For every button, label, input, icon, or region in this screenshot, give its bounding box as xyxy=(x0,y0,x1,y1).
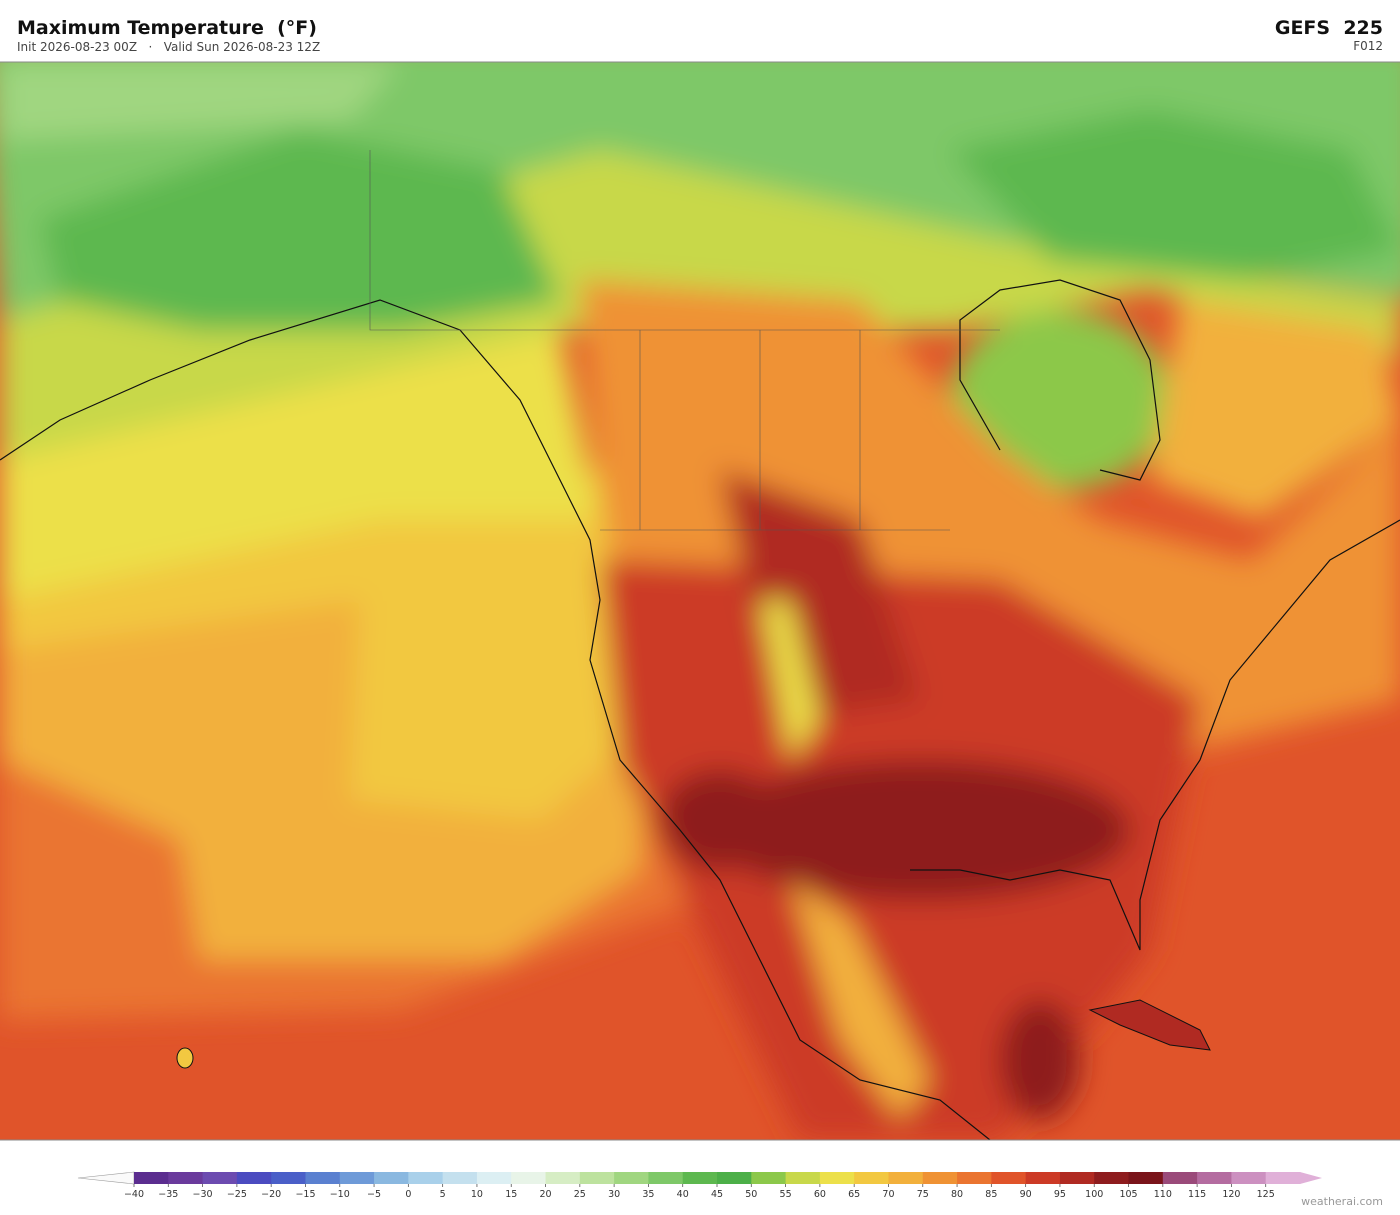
colorbar-bin xyxy=(682,1172,718,1184)
colorbar-bin xyxy=(957,1172,992,1184)
colorbar-bin xyxy=(134,1172,169,1184)
colorbar-extend-high xyxy=(1300,1172,1322,1184)
colorbar-bin xyxy=(511,1172,547,1184)
colorbar-bin xyxy=(1128,1172,1164,1184)
colorbar-bin xyxy=(1025,1172,1061,1184)
colorbar-bin xyxy=(339,1172,375,1184)
colorbar-bin xyxy=(1094,1172,1130,1184)
colorbar-tick-label: 50 xyxy=(745,1189,757,1200)
colorbar-bin xyxy=(442,1172,478,1184)
colorbar-tick-label: 40 xyxy=(677,1189,689,1200)
forecast-hour: F012 xyxy=(1353,39,1383,53)
colorbar-tick-label: 110 xyxy=(1154,1189,1172,1200)
colorbar-bin xyxy=(408,1172,444,1184)
colorbar-tick-label: 5 xyxy=(440,1189,446,1200)
colorbar-tick-label: −5 xyxy=(367,1189,381,1200)
colorbar-bin xyxy=(614,1172,649,1184)
colorbar-bin xyxy=(545,1172,581,1184)
colorbar-bin xyxy=(785,1172,821,1184)
colorbar-tick-label: 115 xyxy=(1188,1189,1206,1200)
colorbar-bin xyxy=(374,1172,409,1184)
colorbar-bin xyxy=(305,1172,341,1184)
colorbar-tick-label: 10 xyxy=(471,1189,483,1200)
colorbar-bin xyxy=(476,1172,512,1184)
colorbar-tick-label: 25 xyxy=(574,1189,586,1200)
colorbar-tick-label: −10 xyxy=(330,1189,350,1200)
colorbar-tick-label: −25 xyxy=(227,1189,247,1200)
colorbar-bin xyxy=(1265,1172,1301,1184)
colorbar-tick-label: 20 xyxy=(539,1189,551,1200)
colorbar-tick-label: 70 xyxy=(882,1189,894,1200)
colorbar-bin xyxy=(648,1172,684,1184)
colorbar-bin xyxy=(271,1172,306,1184)
colorbar-bin xyxy=(1162,1172,1198,1184)
colorbar-bin xyxy=(236,1172,272,1184)
colorbar-tick-label: 55 xyxy=(780,1189,792,1200)
colorbar-tick-label: 0 xyxy=(405,1189,411,1200)
colorbar-tick-label: 15 xyxy=(505,1189,517,1200)
colorbar-bin xyxy=(922,1172,958,1184)
colorbar-tick-label: 75 xyxy=(917,1189,929,1200)
colorbar-tick-label: 125 xyxy=(1257,1189,1275,1200)
colorbar-tick-label: −35 xyxy=(158,1189,178,1200)
colorbar-bin xyxy=(1059,1172,1095,1184)
colorbar-bin xyxy=(579,1172,615,1184)
colorbar-tick-label: 35 xyxy=(642,1189,654,1200)
colorbar-tick-label: 80 xyxy=(951,1189,963,1200)
colorbar: −40 −35 −30 −25 −20 −15 −10 −5 0 5 10 15 20 25 30 35 40 4… xyxy=(77,1171,1322,1200)
colorbar-bin xyxy=(1231,1172,1267,1184)
colorbar-bin xyxy=(202,1172,238,1184)
colorbar-tick-label: −40 xyxy=(124,1189,144,1200)
temperature-map xyxy=(0,62,1400,1140)
colorbar-tick-label: 85 xyxy=(985,1189,997,1200)
subtitle: Init 2026-08-23 00Z · Valid Sun 2026-08-… xyxy=(17,40,320,54)
colorbar-tick-label: 45 xyxy=(711,1189,723,1200)
colorbar-tick-label: 120 xyxy=(1222,1189,1240,1200)
colorbar-bin xyxy=(854,1172,889,1184)
colorbar-bin xyxy=(1197,1172,1232,1184)
colorbar-tick-label: 65 xyxy=(848,1189,860,1200)
colorbar-tick-label: 100 xyxy=(1085,1189,1103,1200)
colorbar-tick-label: −20 xyxy=(261,1189,281,1200)
colorbar-bin xyxy=(717,1172,752,1184)
colorbar-tick-label: −30 xyxy=(193,1189,213,1200)
colorbar-bin xyxy=(819,1172,855,1184)
model-label: GEFS 225 xyxy=(1275,17,1383,39)
colorbar-tick-label: 105 xyxy=(1119,1189,1137,1200)
colorbar-tick-label: −15 xyxy=(295,1189,315,1200)
colorbar-bin xyxy=(751,1172,787,1184)
colorbar-tick-label: 30 xyxy=(608,1189,620,1200)
colorbar-bin xyxy=(168,1172,204,1184)
colorbar-bin xyxy=(991,1172,1027,1184)
colorbar-tick-label: 60 xyxy=(814,1189,826,1200)
title: Maximum Temperature (°F) xyxy=(17,17,317,39)
colorbar-tick-label: 90 xyxy=(1020,1189,1032,1200)
colorbar-tick-label: 95 xyxy=(1054,1189,1066,1200)
colorbar-extend-low xyxy=(77,1171,135,1185)
colorbar-bin xyxy=(888,1172,924,1184)
credit: weatherai.com xyxy=(1301,1195,1383,1208)
